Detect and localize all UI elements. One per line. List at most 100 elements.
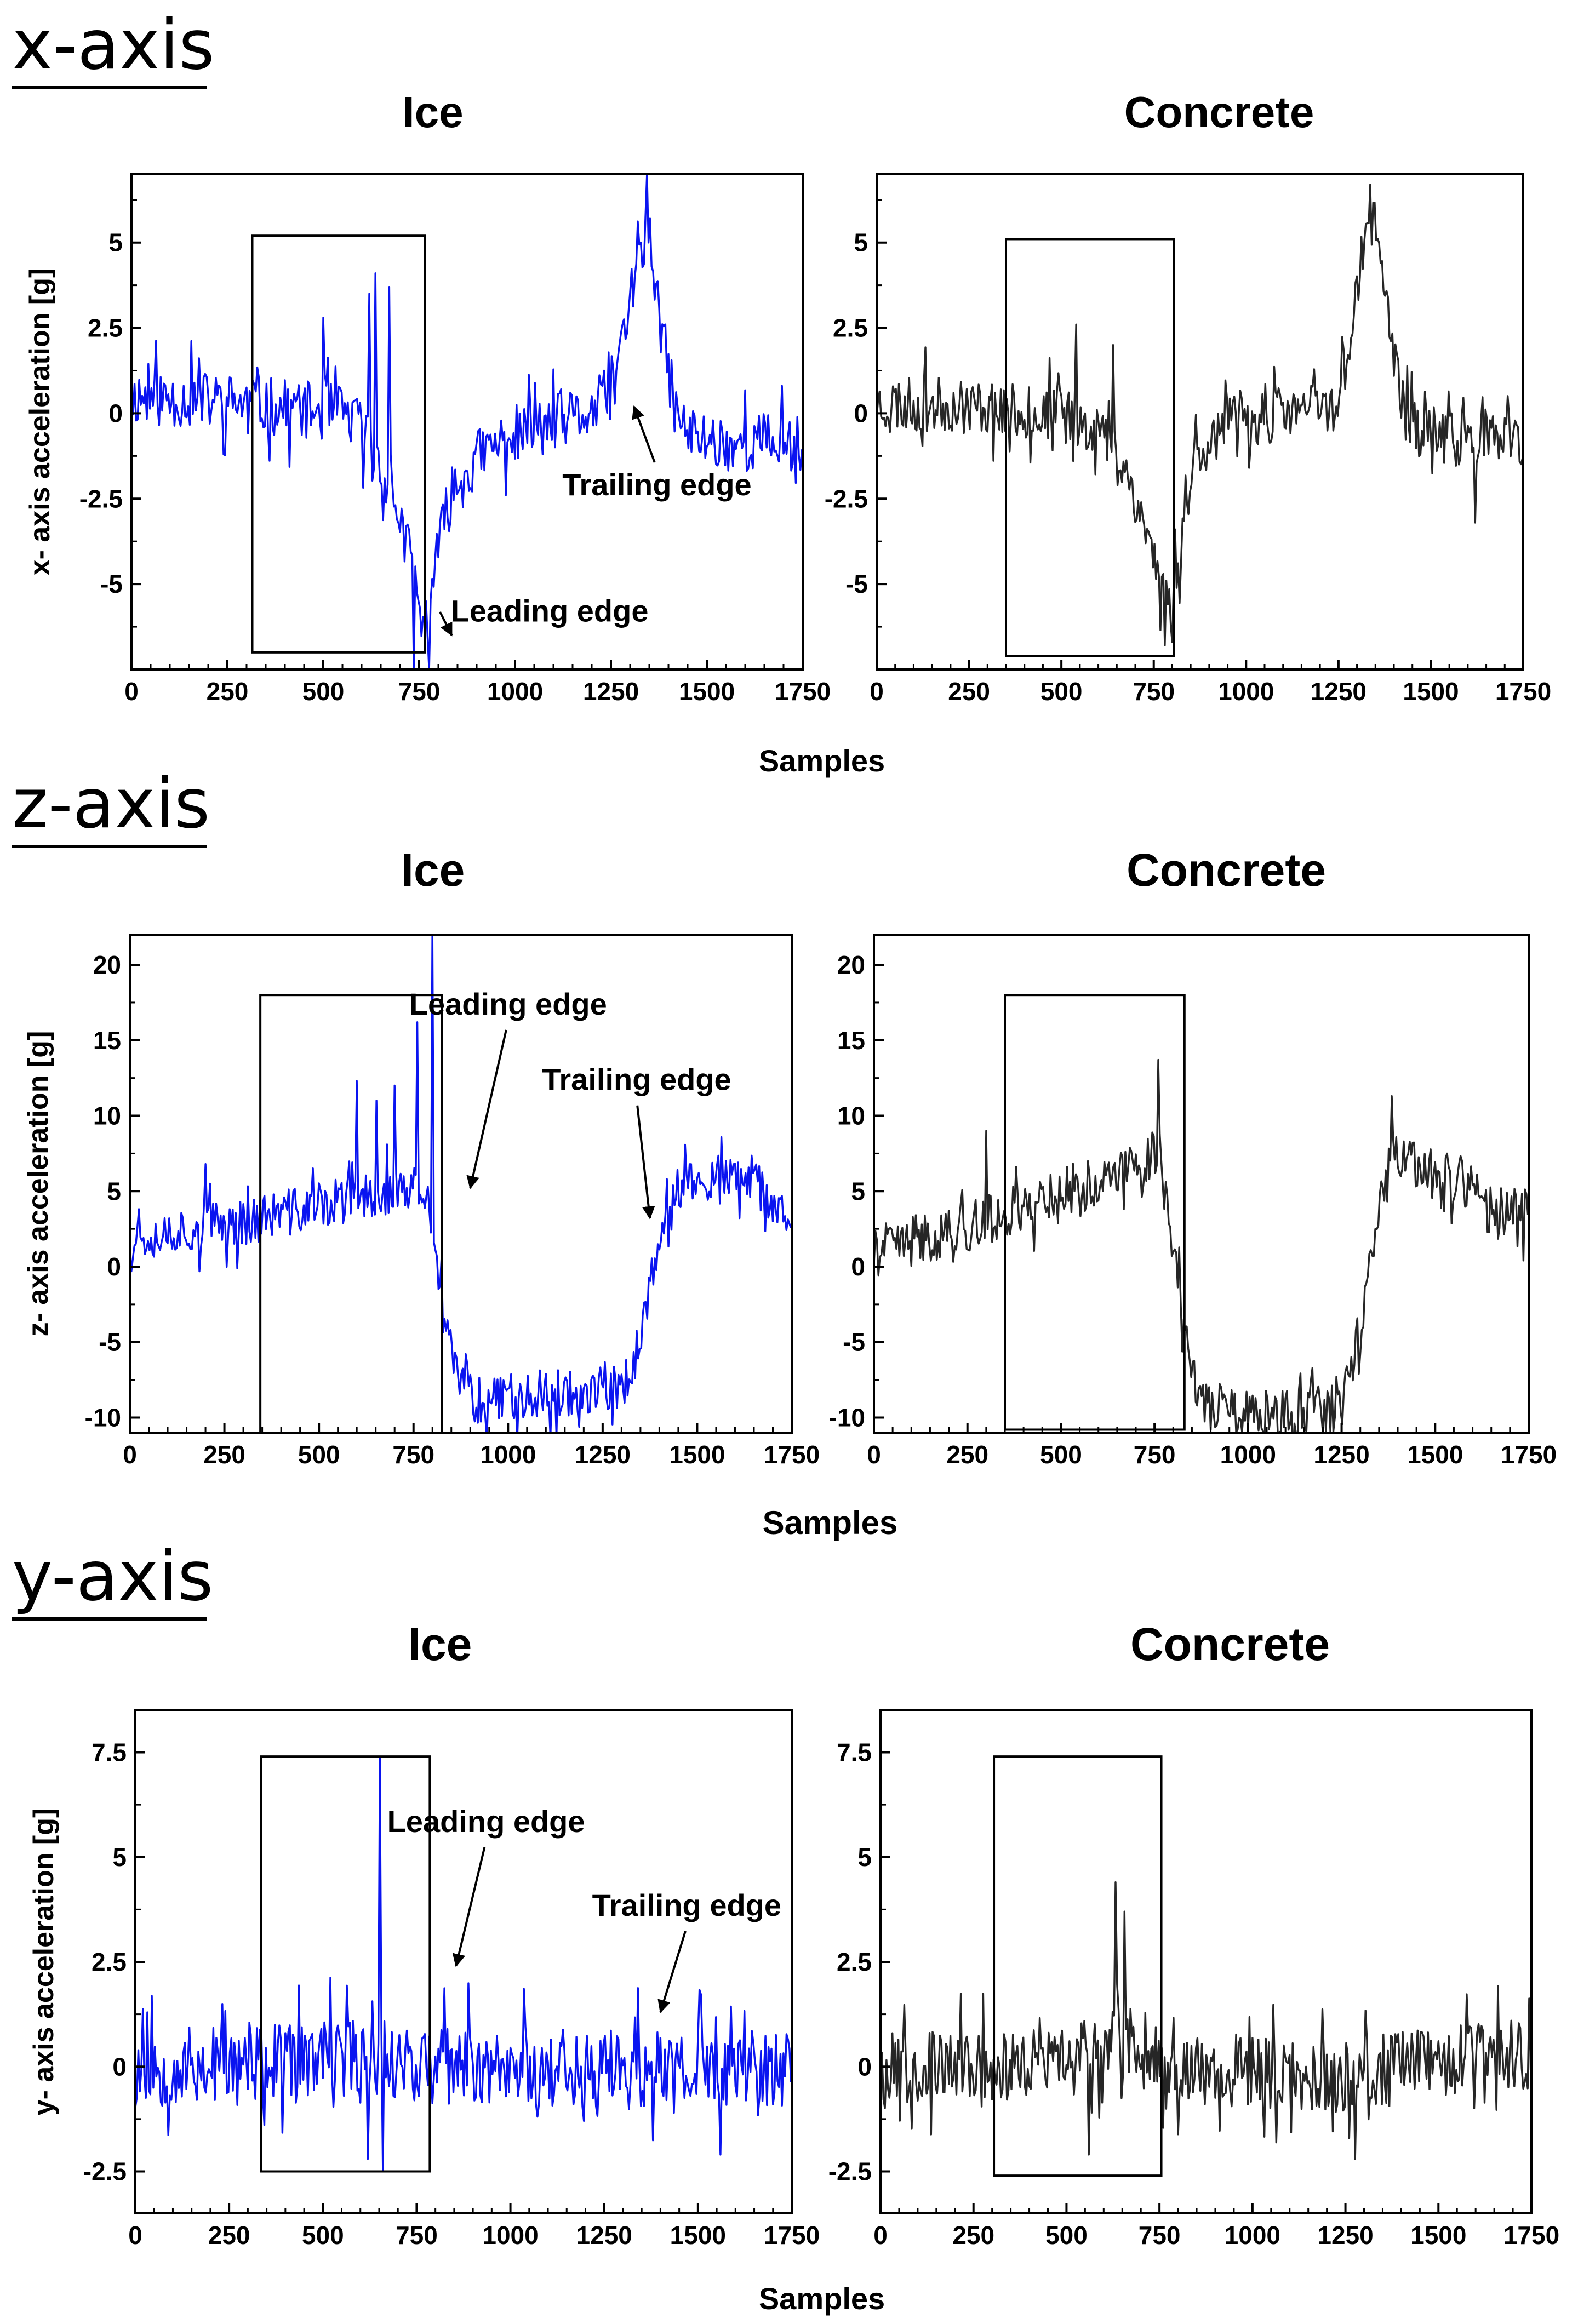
- chart-title: Ice: [408, 1618, 472, 1670]
- x-tick-label: 500: [1040, 677, 1083, 706]
- x-tick-label: 500: [302, 677, 345, 706]
- panel-x-concrete: Concrete 0 250 500 750 1000 1250 1500 1750 5 2.5 0 -…: [825, 88, 1551, 706]
- shared-xlabel-y: Samples: [759, 2281, 885, 2316]
- panel-x-ice: Ice 0 250 500 750 1000 1250 1500 1750 5 2.5 0 -2.5 -5…: [24, 88, 831, 706]
- annotation-arrow: [658, 1931, 687, 2013]
- y-tick-label: 2.5: [837, 1948, 872, 1976]
- data-series-line: [877, 184, 1523, 646]
- x-tick-label: 1500: [670, 2221, 726, 2249]
- y-tick-label: -5: [99, 1328, 121, 1356]
- y-tick-label: 15: [93, 1026, 121, 1055]
- x-tick-label: 1750: [775, 677, 831, 706]
- x-tick-label: 1000: [1225, 2221, 1280, 2249]
- annotation-label: Leading edge: [451, 594, 649, 628]
- y-tick-label: 7.5: [92, 1738, 127, 1767]
- y-tick-label: 5: [851, 1177, 865, 1205]
- x-tick-label: 0: [873, 2221, 888, 2249]
- annotation-arrow: [466, 1029, 507, 1189]
- highlight-box: [251, 234, 426, 654]
- x-tick-label: 0: [867, 1440, 881, 1469]
- y-tick-label: 0: [854, 399, 868, 427]
- x-tick-label: 1750: [764, 1440, 820, 1469]
- x-tick-label: 1250: [583, 677, 639, 706]
- annotation-arrow: [636, 1105, 655, 1220]
- plot-frame: [873, 934, 1530, 1434]
- x-tick-label: 1750: [1501, 1440, 1557, 1469]
- chart-title: Ice: [401, 844, 465, 896]
- x-tick-label: 1000: [1218, 677, 1274, 706]
- x-tick-label: 1750: [764, 2221, 820, 2249]
- plot-frame: [130, 173, 804, 671]
- panel-y-concrete: Concrete 0 250 500 750 1000 1250 1500 1750 7.5 5 2.…: [828, 1618, 1559, 2249]
- x-tick-label: 1000: [482, 2221, 538, 2249]
- y-tick-label: 5: [112, 1843, 127, 1871]
- annotation-label: Leading edge: [409, 987, 607, 1021]
- x-tick-label: 750: [1133, 677, 1175, 706]
- x-tick-label: 500: [1040, 1440, 1082, 1469]
- section-heading-z: z-axis: [12, 764, 210, 844]
- annotation-label: Leading edge: [387, 1804, 585, 1839]
- chart-title: Concrete: [1124, 88, 1314, 136]
- x-tick-label: 250: [207, 677, 249, 706]
- y-tick-label: -5: [100, 570, 123, 598]
- x-tick-label: 0: [870, 677, 884, 706]
- x-tick-label: 750: [1134, 1440, 1176, 1469]
- annotation-label: Trailing edge: [562, 467, 751, 502]
- x-tick-label: 1000: [487, 677, 543, 706]
- x-tick-label: 250: [208, 2221, 250, 2249]
- annotation-label: Trailing edge: [592, 1888, 781, 1922]
- y-tick-label: -2.5: [83, 2157, 127, 2186]
- highlight-box: [1004, 994, 1186, 1431]
- x-tick-label: 0: [128, 2221, 142, 2249]
- y-tick-label: 0: [857, 2052, 872, 2081]
- x-tick-label: 1750: [1495, 677, 1551, 706]
- data-series-line: [135, 1755, 792, 2173]
- y-tick-label: -2.5: [825, 484, 868, 513]
- x-tick-label: 1500: [1410, 2221, 1466, 2249]
- x-tick-label: 1500: [679, 677, 735, 706]
- section-heading-y: y-axis: [12, 1537, 213, 1616]
- y-tick-label: 10: [93, 1102, 121, 1130]
- chart-title: Concrete: [1130, 1618, 1330, 1670]
- section-heading-x: x-axis: [12, 5, 215, 85]
- x-tick-label: 0: [123, 1440, 137, 1469]
- shared-xlabel-x: Samples: [759, 743, 885, 778]
- x-tick-label: 1250: [1311, 677, 1367, 706]
- annotation-label: Trailing edge: [542, 1062, 731, 1097]
- x-tick-label: 1500: [1403, 677, 1459, 706]
- y-tick-label: 20: [93, 951, 121, 979]
- highlight-box: [1005, 238, 1175, 657]
- y-tick-label: 5: [108, 228, 123, 257]
- x-tick-label: 250: [948, 677, 990, 706]
- data-series-line: [130, 935, 792, 1433]
- panel-z-concrete: Concrete 0 250 500 750 1000 1250 1500 1750 20 15 10…: [829, 844, 1557, 1469]
- highlight-box: [993, 1755, 1163, 2177]
- y-tick-label: 10: [837, 1102, 865, 1130]
- y-tick-label: 5: [857, 1843, 872, 1871]
- y-tick-label: 0: [112, 2052, 127, 2081]
- y-axis-label: y- axis acceleration [g]: [28, 1808, 60, 2116]
- y-tick-label: -10: [85, 1403, 121, 1432]
- annotation-arrow: [632, 405, 656, 463]
- x-tick-label: 250: [203, 1440, 245, 1469]
- y-tick-label: 0: [107, 1252, 121, 1281]
- y-axis-label: x- axis acceleration [g]: [24, 268, 56, 576]
- x-tick-label: 750: [396, 2221, 438, 2249]
- x-tick-label: 1250: [576, 2221, 632, 2249]
- x-tick-label: 500: [298, 1440, 340, 1469]
- y-tick-label: 7.5: [837, 1738, 872, 1767]
- y-tick-label: -5: [843, 1328, 865, 1356]
- y-tick-label: 5: [854, 228, 868, 257]
- x-tick-label: 1000: [480, 1440, 536, 1469]
- y-tick-label: 15: [837, 1026, 865, 1055]
- data-series-line: [881, 1881, 1531, 2160]
- shared-xlabel-z: Samples: [763, 1504, 898, 1541]
- x-tick-label: 1500: [1407, 1440, 1463, 1469]
- x-tick-label: 750: [398, 677, 441, 706]
- x-tick-label: 1000: [1220, 1440, 1276, 1469]
- y-tick-label: -5: [845, 570, 868, 598]
- x-tick-label: 1750: [1503, 2221, 1559, 2249]
- data-series-line: [874, 1058, 1529, 1433]
- x-tick-label: 500: [302, 2221, 344, 2249]
